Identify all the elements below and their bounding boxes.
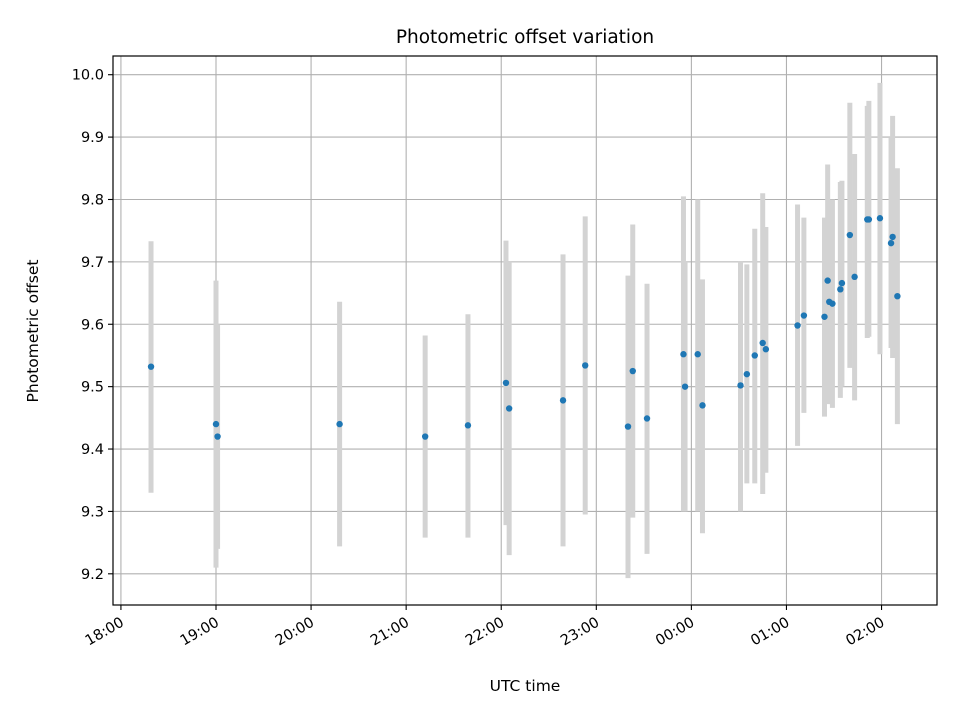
data-point xyxy=(887,239,895,247)
data-point xyxy=(582,362,589,369)
y-tick-label: 9.3 xyxy=(81,504,104,520)
data-point xyxy=(838,279,846,287)
y-tick-label: 10.0 xyxy=(72,68,104,84)
data-point xyxy=(212,420,220,428)
data-point xyxy=(214,433,221,440)
data-point xyxy=(824,277,831,284)
y-tick-label: 9.5 xyxy=(81,380,104,396)
data-point xyxy=(762,346,770,353)
data-point xyxy=(147,363,155,370)
data-point xyxy=(846,231,854,239)
data-point xyxy=(505,405,513,412)
data-point xyxy=(894,292,901,300)
data-point xyxy=(794,322,801,329)
data-point xyxy=(699,402,706,409)
y-tick-label: 9.8 xyxy=(81,192,104,208)
data-point xyxy=(464,422,472,429)
data-point xyxy=(624,423,632,430)
data-point xyxy=(681,383,689,390)
y-tick-label: 9.6 xyxy=(81,317,104,333)
data-point xyxy=(865,216,873,223)
y-tick-label: 9.4 xyxy=(81,442,104,458)
x-axis-label: UTC time xyxy=(490,677,561,695)
data-point xyxy=(751,352,758,359)
y-axis-label: Photometric offset xyxy=(24,260,42,403)
data-point xyxy=(502,379,510,387)
data-point xyxy=(737,382,744,389)
data-point xyxy=(889,233,896,241)
data-point xyxy=(829,300,836,307)
y-axis-ticks: 9.2 9.3 9.4 9.5 9.6 9.7 9.8 9.9 10.0 xyxy=(72,68,113,583)
data-point xyxy=(876,215,884,222)
data-point xyxy=(743,370,751,378)
data-point xyxy=(336,420,343,428)
data-point xyxy=(643,415,651,422)
data-point xyxy=(851,273,858,281)
data-point xyxy=(837,286,844,293)
data-point xyxy=(680,351,687,358)
plot-frame xyxy=(112,55,938,606)
data-point xyxy=(759,339,766,347)
data-point xyxy=(694,351,701,358)
data-point xyxy=(421,433,429,440)
data-point xyxy=(559,397,567,404)
data-points xyxy=(147,215,901,440)
y-tick-label: 9.2 xyxy=(81,567,104,583)
y-tick-label: 9.9 xyxy=(81,130,104,146)
data-point xyxy=(821,313,828,320)
data-point xyxy=(629,367,636,375)
chart-title: Photometric offset variation xyxy=(396,27,654,48)
data-point xyxy=(800,312,808,319)
y-tick-label: 9.7 xyxy=(81,255,104,271)
